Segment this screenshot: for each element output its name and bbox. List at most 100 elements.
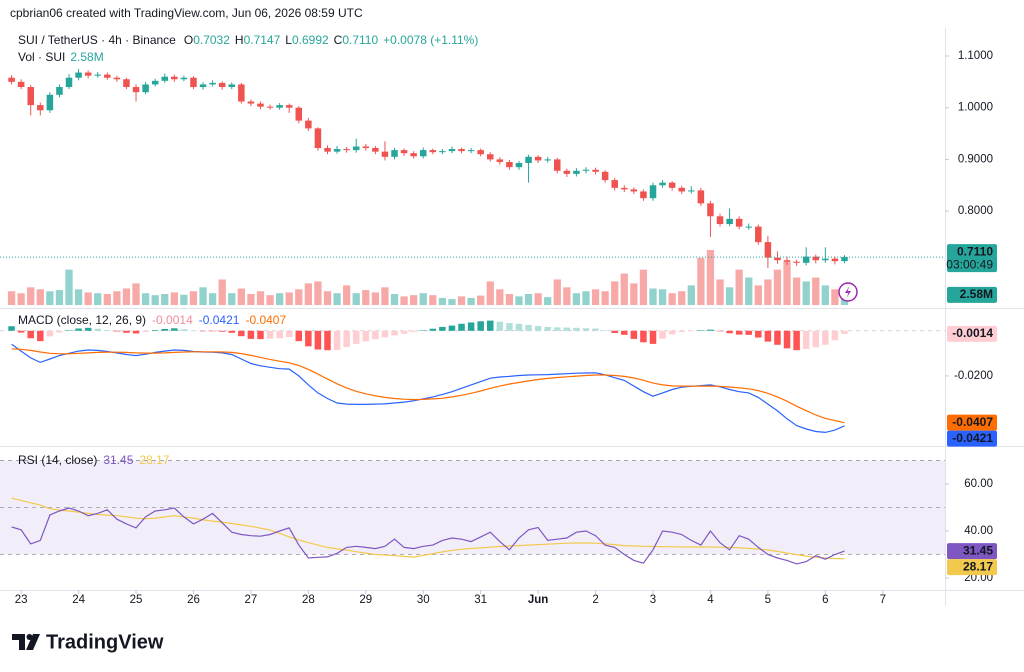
price-legend: SUI / TetherUS · 4h · Binance O0.7032 H0.7… — [18, 33, 478, 47]
macd-histogram-bar — [362, 330, 370, 342]
candle-body — [391, 150, 398, 157]
x-tick-label: 28 — [302, 594, 315, 606]
candle-body — [104, 74, 111, 78]
volume-bar — [161, 294, 169, 305]
logo-text: TradingView — [46, 631, 164, 653]
macd-histogram-bar — [180, 329, 188, 331]
candle-body — [697, 190, 705, 204]
macd-histogram-bar — [209, 330, 216, 332]
volume-bar — [639, 269, 648, 305]
candle-body — [726, 218, 733, 225]
macd-histogram-bar — [84, 327, 92, 331]
legend-value: 0.7110 — [342, 33, 378, 47]
candle-body — [419, 150, 427, 157]
candle-body — [467, 150, 475, 152]
candle-body — [324, 148, 331, 152]
volume-bar — [84, 292, 92, 305]
header: cpbrian06 created with TradingView.com, … — [10, 6, 363, 20]
volume-bar — [505, 294, 514, 305]
candle-body — [506, 161, 513, 168]
candle-body — [764, 242, 772, 258]
x-tick-label: 5 — [765, 594, 771, 606]
candle-body — [266, 106, 274, 108]
candle-body — [410, 153, 417, 157]
candle-body — [496, 159, 504, 162]
candle-body — [276, 105, 283, 108]
candle-body — [190, 77, 197, 88]
macd-histogram-bar — [707, 329, 714, 331]
logo-mark — [26, 634, 40, 650]
candle-body — [640, 191, 647, 199]
candle-body — [802, 256, 810, 263]
candle-body — [372, 148, 379, 152]
macd-histogram-badge-text: -0.0014 — [952, 326, 993, 340]
macd-histogram-bar — [132, 330, 140, 334]
macd-histogram-bar — [841, 330, 848, 334]
x-tick-label: Jun — [528, 594, 548, 606]
macd-histogram-bar — [410, 330, 417, 332]
candle-body — [75, 72, 82, 78]
macd-histogram-bar — [46, 330, 54, 337]
macd-histogram-bar — [372, 330, 379, 340]
candle-body — [601, 171, 609, 181]
volume-bar — [7, 291, 16, 305]
macd-histogram-bar — [477, 321, 484, 331]
macd-histogram-bar — [496, 321, 504, 331]
volume-bar — [65, 269, 73, 305]
volume-legend: Vol · SUI 2.58M — [18, 50, 104, 64]
macd-histogram-bar — [190, 330, 197, 332]
macd-histogram-bar — [276, 330, 283, 339]
volume-bar — [735, 269, 743, 305]
volume-bar — [410, 295, 418, 305]
candle-body — [17, 81, 25, 88]
volume-bar — [132, 283, 140, 305]
candle-body — [123, 79, 130, 88]
volume-bar — [113, 291, 121, 305]
volume-bar — [467, 297, 475, 305]
volume-bar — [314, 281, 322, 305]
volume-bar — [247, 294, 255, 305]
macd-histogram-bar — [764, 330, 772, 342]
volume-bar — [228, 293, 236, 305]
candle-body — [793, 261, 800, 263]
volume-bar — [381, 287, 389, 305]
candle-body — [238, 84, 245, 102]
candle-body — [56, 87, 63, 95]
candle-body — [563, 170, 571, 174]
volume-bar — [429, 295, 437, 305]
candle-body — [544, 159, 551, 161]
x-tick-label: 26 — [187, 594, 200, 606]
volume-bar — [591, 289, 600, 305]
volume-bar — [457, 296, 466, 305]
volume-bar — [678, 291, 686, 305]
macd-histogram-bar — [429, 328, 437, 331]
x-tick-label: 4 — [707, 594, 714, 606]
volume-bar — [17, 293, 25, 305]
macd-histogram-bar — [17, 330, 25, 333]
volume-bar — [400, 296, 408, 305]
volume-bar — [544, 297, 552, 305]
macd-histogram-bar — [343, 330, 350, 348]
volume-bar — [630, 283, 638, 305]
candle-body — [448, 149, 456, 152]
candle-body — [381, 151, 389, 157]
volume-bar — [812, 277, 820, 305]
volume-bar — [103, 294, 111, 305]
macd-histogram-bar — [171, 328, 178, 331]
candle-body — [688, 190, 695, 192]
rsi-legend: RSI (14, close) 31.45 28.17 — [18, 453, 170, 467]
macd-histogram-bar — [448, 325, 456, 331]
volume-bar — [553, 279, 561, 305]
macd-histogram-bar — [27, 330, 34, 339]
macd-badge — [947, 430, 997, 447]
candle-body — [477, 150, 484, 155]
volume-bar — [783, 261, 791, 305]
macd-histogram-bar — [467, 322, 475, 331]
macd-histogram-bar — [8, 326, 15, 331]
macd-histogram-bar — [161, 328, 169, 331]
volume-bar — [419, 293, 427, 305]
macd-histogram-bar — [228, 330, 236, 333]
logo: TradingView — [12, 631, 164, 653]
candle-body — [247, 101, 255, 104]
y-tick-label: 1.0000 — [958, 102, 993, 114]
